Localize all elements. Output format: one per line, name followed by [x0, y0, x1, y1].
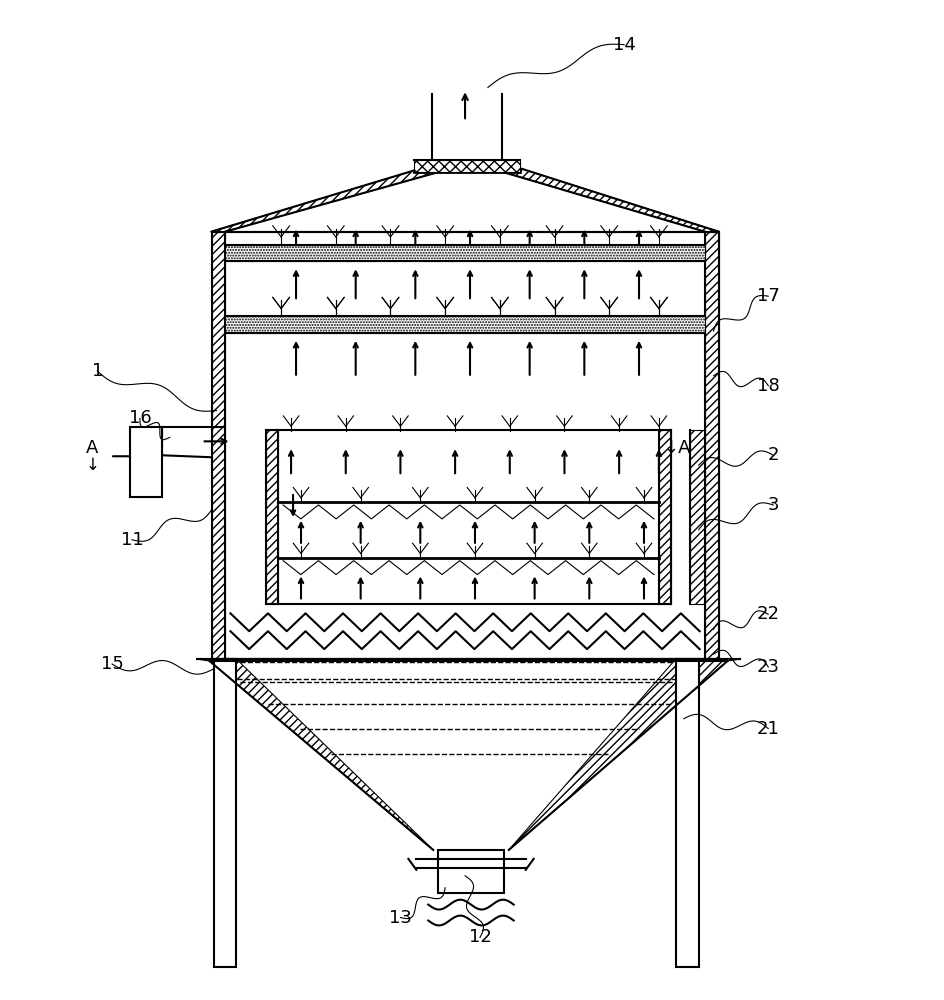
Text: 22: 22 [756, 605, 779, 623]
Bar [211, 232, 226, 659]
Text: ↓A: ↓A [663, 439, 690, 457]
Text: 2: 2 [767, 446, 778, 464]
Bar [438, 850, 503, 893]
Text: 12: 12 [468, 928, 491, 946]
Bar [266, 430, 278, 604]
Bar [675, 659, 698, 967]
Bar [689, 430, 704, 604]
Text: 1: 1 [92, 362, 103, 380]
Text: 3: 3 [767, 496, 778, 514]
Text: A: A [86, 439, 98, 457]
Polygon shape [211, 165, 446, 232]
Text: 15: 15 [101, 655, 124, 673]
Bar [130, 427, 161, 497]
Bar [413, 160, 519, 172]
Bar [658, 430, 670, 604]
Text: 14: 14 [612, 36, 635, 54]
Text: 21: 21 [756, 720, 779, 738]
Bar [130, 427, 161, 455]
Text: ↓: ↓ [85, 456, 99, 474]
Text: 11: 11 [121, 531, 143, 549]
Bar [226, 316, 704, 333]
Text: 17: 17 [756, 287, 779, 305]
Text: 16: 16 [128, 409, 151, 427]
Text: 13: 13 [389, 909, 412, 927]
Text: 23: 23 [756, 658, 779, 676]
Polygon shape [508, 659, 740, 850]
Text: 18: 18 [756, 377, 779, 395]
Bar [226, 245, 704, 261]
Polygon shape [196, 659, 432, 850]
Bar [213, 659, 236, 967]
Polygon shape [496, 165, 717, 232]
Bar [704, 232, 717, 659]
